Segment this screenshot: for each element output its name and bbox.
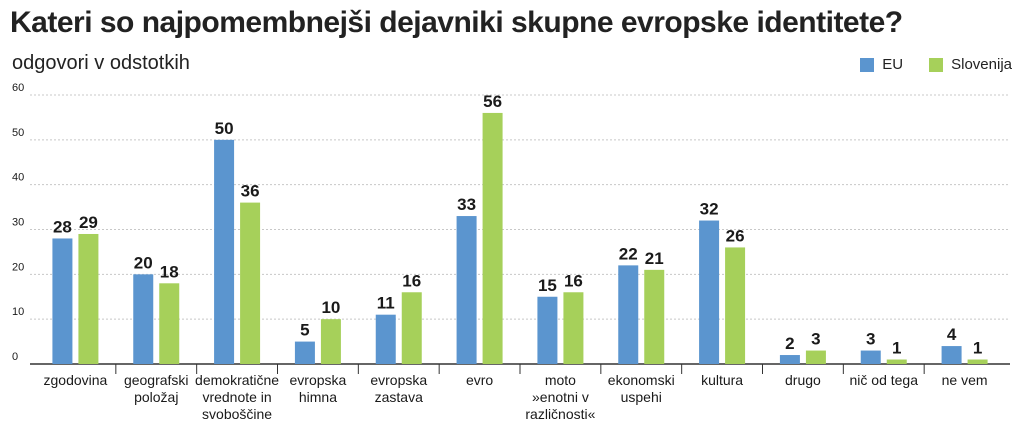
legend-swatch-eu	[860, 57, 875, 72]
data-label: 32	[700, 200, 719, 219]
x-tick-label-line: kultura	[701, 372, 743, 388]
data-label: 29	[79, 213, 98, 232]
data-label: 4	[947, 325, 957, 344]
x-tick-label: moto »enotni v različnosti«	[525, 372, 595, 422]
data-label: 21	[645, 249, 664, 268]
bar-eu	[294, 341, 315, 364]
data-label: 28	[53, 217, 72, 236]
legend-item-slovenija: Slovenija	[929, 56, 1012, 73]
data-label: 50	[215, 119, 234, 138]
bar-eu	[52, 238, 73, 364]
x-tick-label-line: zgodovina	[44, 372, 108, 388]
x-tick-label-line: drugo	[785, 372, 821, 388]
bar-slovenija	[644, 269, 665, 364]
data-label: 1	[892, 339, 901, 358]
x-tick-label-line: geografski	[124, 372, 189, 388]
data-label: 22	[619, 244, 638, 263]
legend-label-eu: EU	[882, 56, 904, 73]
bar-slovenija	[78, 233, 99, 364]
bar-slovenija	[320, 319, 341, 364]
x-tick-label: zgodovina	[44, 372, 108, 388]
bar-eu	[537, 296, 558, 364]
y-tick-label: 50	[12, 127, 24, 139]
y-tick-label: 60	[12, 82, 24, 94]
x-tick-label: evropska himna	[290, 372, 347, 405]
y-tick-label: 30	[12, 217, 24, 229]
x-tick-label-line: vrednote in	[202, 389, 271, 405]
x-tick-label-line: evropska	[290, 372, 347, 388]
data-label: 20	[134, 253, 153, 272]
x-tick-label: demokratične vrednote in svoboščine	[195, 372, 279, 422]
x-tick-label: ne vem	[942, 372, 988, 388]
data-label: 33	[457, 195, 476, 214]
data-label: 16	[402, 271, 421, 290]
x-tick-label-line: demokratične	[195, 372, 279, 388]
x-tick-label: geografski položaj	[124, 372, 189, 405]
y-tick-label: 10	[12, 306, 24, 318]
x-tick-label-line: himna	[299, 389, 337, 405]
legend-label-slovenija: Slovenija	[951, 56, 1012, 73]
x-tick-label: kultura	[701, 372, 743, 388]
data-label: 11	[377, 294, 395, 313]
x-tick-label: evro	[466, 372, 493, 388]
x-tick-label-line: moto	[545, 372, 576, 388]
bar-slovenija	[401, 292, 422, 364]
x-tick-label: ekonomski uspehi	[608, 372, 675, 405]
bar-eu	[941, 346, 962, 364]
bar-slovenija	[240, 202, 261, 364]
y-tick-label: 0	[12, 351, 18, 363]
data-label: 10	[321, 298, 340, 317]
bar-slovenija	[886, 359, 907, 364]
x-tick-label-line: položaj	[134, 389, 178, 405]
legend: EU Slovenija	[834, 56, 1012, 73]
chart-title: Kateri so najpomembnejši dejavniki skupn…	[10, 6, 903, 39]
legend-swatch-slovenija	[929, 57, 944, 72]
x-tick-label-line: evro	[466, 372, 493, 388]
bar-slovenija	[482, 112, 503, 364]
x-tick-label-line: ne vem	[942, 372, 988, 388]
bar-slovenija	[725, 247, 746, 364]
data-label: 56	[483, 92, 502, 111]
data-label: 26	[726, 226, 745, 245]
y-tick-label: 40	[12, 172, 24, 184]
x-tick-label-line: zastava	[375, 389, 423, 405]
data-label: 3	[811, 330, 820, 349]
data-label: 18	[160, 262, 179, 281]
data-label: 2	[785, 334, 794, 353]
bar-slovenija	[159, 283, 180, 364]
x-tick-label-line: uspehi	[621, 389, 662, 405]
data-label: 15	[538, 276, 557, 295]
bar-eu	[133, 274, 154, 364]
data-label: 36	[241, 182, 260, 201]
data-label: 1	[973, 339, 982, 358]
x-tick-label-line: »enotni v	[532, 389, 589, 405]
x-tick-label-line: ekonomski	[608, 372, 675, 388]
chart-subtitle: odgovori v odstotkih	[12, 52, 190, 74]
x-tick-label: evropska zastava	[370, 372, 427, 405]
bar-eu	[779, 355, 800, 364]
x-tick-label: nič od tega	[850, 372, 919, 388]
data-label: 5	[300, 321, 309, 340]
bar-eu	[456, 216, 477, 364]
bar-slovenija	[563, 292, 584, 364]
bar-eu	[375, 314, 396, 364]
x-tick-label: drugo	[785, 372, 821, 388]
bar-slovenija	[967, 359, 988, 364]
data-label: 3	[866, 330, 875, 349]
bar-eu	[699, 220, 720, 364]
bar-eu	[618, 265, 639, 364]
bar-eu	[860, 350, 881, 364]
y-tick-label: 20	[12, 261, 24, 273]
bar-eu	[214, 139, 235, 364]
x-tick-label-line: različnosti«	[525, 406, 595, 422]
x-tick-label-line: nič od tega	[850, 372, 919, 388]
legend-item-eu: EU	[860, 56, 903, 73]
x-tick-label-line: svoboščine	[202, 406, 272, 422]
bar-slovenija	[805, 350, 826, 364]
x-tick-label-line: evropska	[370, 372, 427, 388]
data-label: 16	[564, 271, 583, 290]
